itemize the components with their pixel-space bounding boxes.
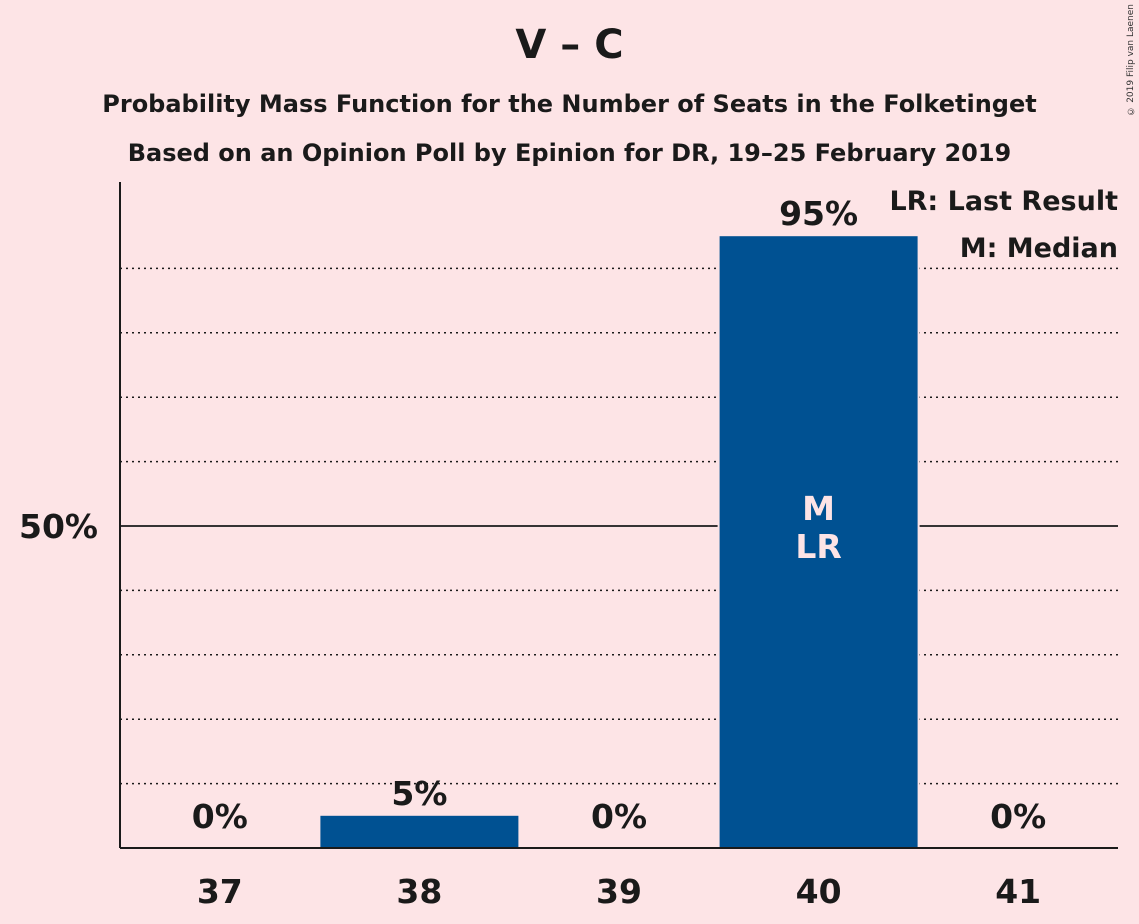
bar-40 (719, 236, 918, 848)
chart-subtitle-2: Based on an Opinion Poll by Epinion for … (127, 139, 1012, 167)
chart-title: V – C (515, 22, 624, 68)
legend-median: M: Median (960, 233, 1118, 264)
bar-value-label-38: 5% (391, 774, 447, 813)
bar-marker-lr: LR (795, 527, 841, 566)
chart-subtitle-1: Probability Mass Function for the Number… (102, 90, 1037, 118)
bar-value-label-37: 0% (192, 797, 248, 836)
legend-last-result: LR: Last Result (889, 186, 1118, 217)
x-tick-label-40: 40 (796, 872, 842, 911)
bar-value-label-41: 0% (990, 797, 1046, 836)
x-tick-label-38: 38 (396, 872, 442, 911)
x-tick-label-39: 39 (596, 872, 642, 911)
bar-38 (320, 815, 519, 848)
bar-value-label-40: 95% (779, 194, 858, 233)
y-tick-label: 50% (19, 507, 98, 546)
bar-marker-m: M (802, 489, 835, 528)
bar-value-label-39: 0% (591, 797, 647, 836)
x-tick-label-37: 37 (197, 872, 243, 911)
x-tick-label-41: 41 (995, 872, 1041, 911)
